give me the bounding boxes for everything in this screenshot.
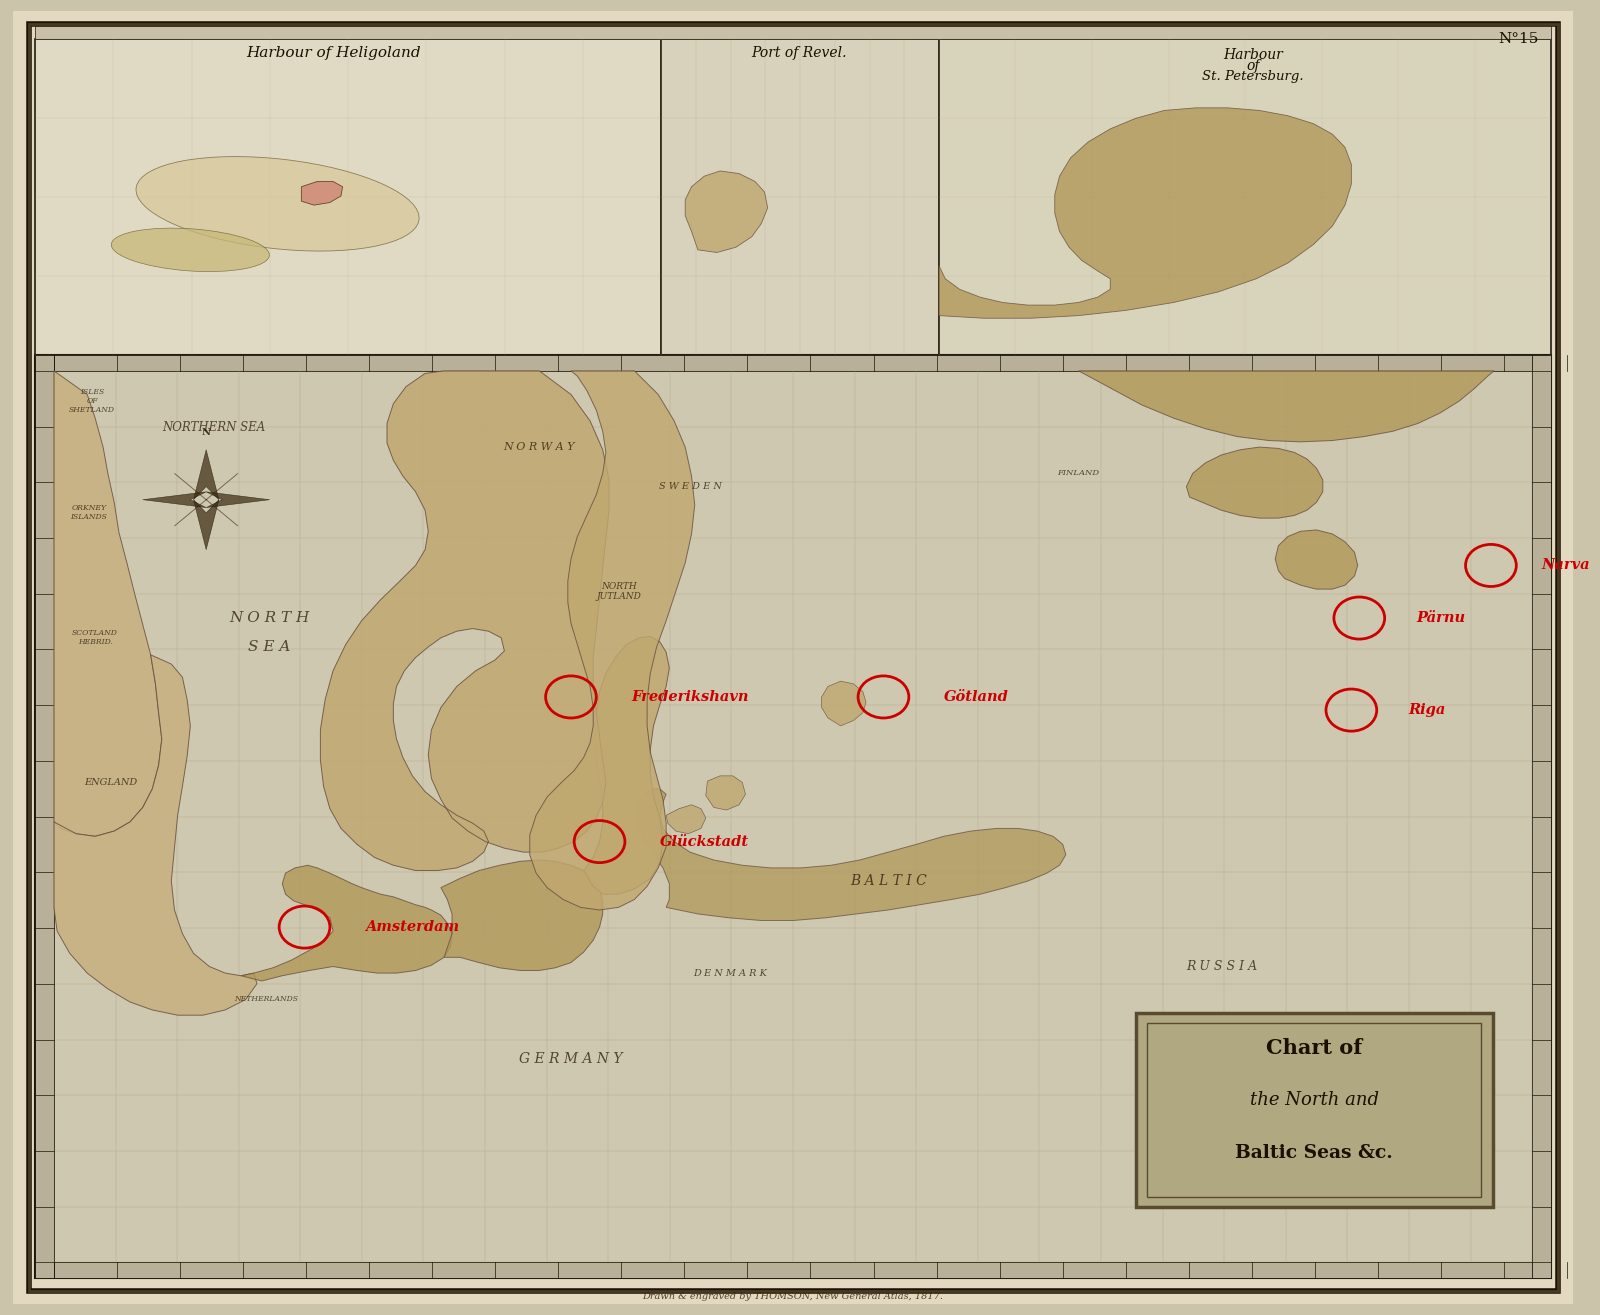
Bar <box>1136 1013 1493 1207</box>
Polygon shape <box>142 492 206 508</box>
Text: B A L T I C: B A L T I C <box>850 874 926 888</box>
Text: the North and: the North and <box>1250 1091 1379 1109</box>
Text: S E A: S E A <box>248 640 291 654</box>
Text: Harbour of Heligoland: Harbour of Heligoland <box>246 46 421 59</box>
Bar <box>35 26 1552 39</box>
Bar <box>35 39 661 355</box>
Text: S W E D E N: S W E D E N <box>659 483 722 490</box>
Polygon shape <box>706 776 746 810</box>
Text: St. Petersburg.: St. Petersburg. <box>1202 70 1304 83</box>
Text: G E R M A N Y: G E R M A N Y <box>520 1052 622 1065</box>
Text: D E N M A R K: D E N M A R K <box>693 969 766 977</box>
Text: Port of Revel.: Port of Revel. <box>752 46 846 59</box>
Polygon shape <box>194 500 219 550</box>
Polygon shape <box>530 371 694 910</box>
Text: Götland: Götland <box>944 690 1008 704</box>
Polygon shape <box>242 865 453 981</box>
Polygon shape <box>821 681 866 726</box>
Text: FINLAND: FINLAND <box>1058 469 1099 477</box>
Text: NORTHERN SEA: NORTHERN SEA <box>163 421 266 434</box>
Text: NORTH
JUTLAND: NORTH JUTLAND <box>597 583 642 601</box>
Polygon shape <box>666 805 706 834</box>
Text: Baltic Seas &c.: Baltic Seas &c. <box>1235 1144 1394 1161</box>
Ellipse shape <box>112 227 269 272</box>
Polygon shape <box>320 371 610 871</box>
Bar <box>35 1262 1552 1278</box>
Text: Pärnu: Pärnu <box>1416 611 1466 625</box>
Text: Harbour: Harbour <box>1222 49 1283 62</box>
Text: Glückstadt: Glückstadt <box>659 835 749 848</box>
Text: Amsterdam: Amsterdam <box>365 920 459 934</box>
Polygon shape <box>54 655 258 1015</box>
Bar <box>1147 1023 1482 1197</box>
Text: Narva: Narva <box>1542 559 1590 572</box>
Bar <box>35 355 54 1278</box>
Polygon shape <box>194 450 219 500</box>
Polygon shape <box>1275 530 1358 589</box>
Polygon shape <box>54 371 162 836</box>
Text: of: of <box>1246 59 1259 72</box>
Text: ORKNEY
ISLANDS: ORKNEY ISLANDS <box>70 504 107 522</box>
Text: N O R T H: N O R T H <box>229 611 310 625</box>
Text: SCOTLAND
HEBRID.: SCOTLAND HEBRID. <box>72 629 118 647</box>
Bar <box>35 355 1552 1278</box>
Bar <box>1533 355 1552 1278</box>
Text: N O R W A Y: N O R W A Y <box>504 442 574 452</box>
Polygon shape <box>442 860 603 970</box>
Polygon shape <box>638 789 1066 920</box>
Bar <box>939 39 1552 355</box>
Polygon shape <box>301 181 342 205</box>
Polygon shape <box>584 636 669 894</box>
Polygon shape <box>1078 371 1494 442</box>
Text: Drawn & engraved by THOMSON, New General Atlas, 1817.: Drawn & engraved by THOMSON, New General… <box>643 1293 944 1301</box>
Text: NETHERLANDS: NETHERLANDS <box>235 995 299 1003</box>
Text: R U S S I A: R U S S I A <box>1186 960 1258 973</box>
Text: Chart of: Chart of <box>1266 1038 1362 1057</box>
Text: Riga: Riga <box>1408 704 1446 717</box>
Polygon shape <box>685 171 768 252</box>
Polygon shape <box>1186 447 1323 518</box>
Text: Frederikshavn: Frederikshavn <box>632 690 749 704</box>
Polygon shape <box>939 108 1352 318</box>
Text: ENGLAND: ENGLAND <box>85 778 138 786</box>
Text: N: N <box>202 427 211 437</box>
Bar <box>661 39 939 355</box>
Bar <box>35 355 1552 371</box>
Text: ISLES
OF
SHETLAND: ISLES OF SHETLAND <box>69 388 115 414</box>
Text: N°15: N°15 <box>1498 32 1539 46</box>
Ellipse shape <box>136 156 419 251</box>
Polygon shape <box>206 492 270 508</box>
